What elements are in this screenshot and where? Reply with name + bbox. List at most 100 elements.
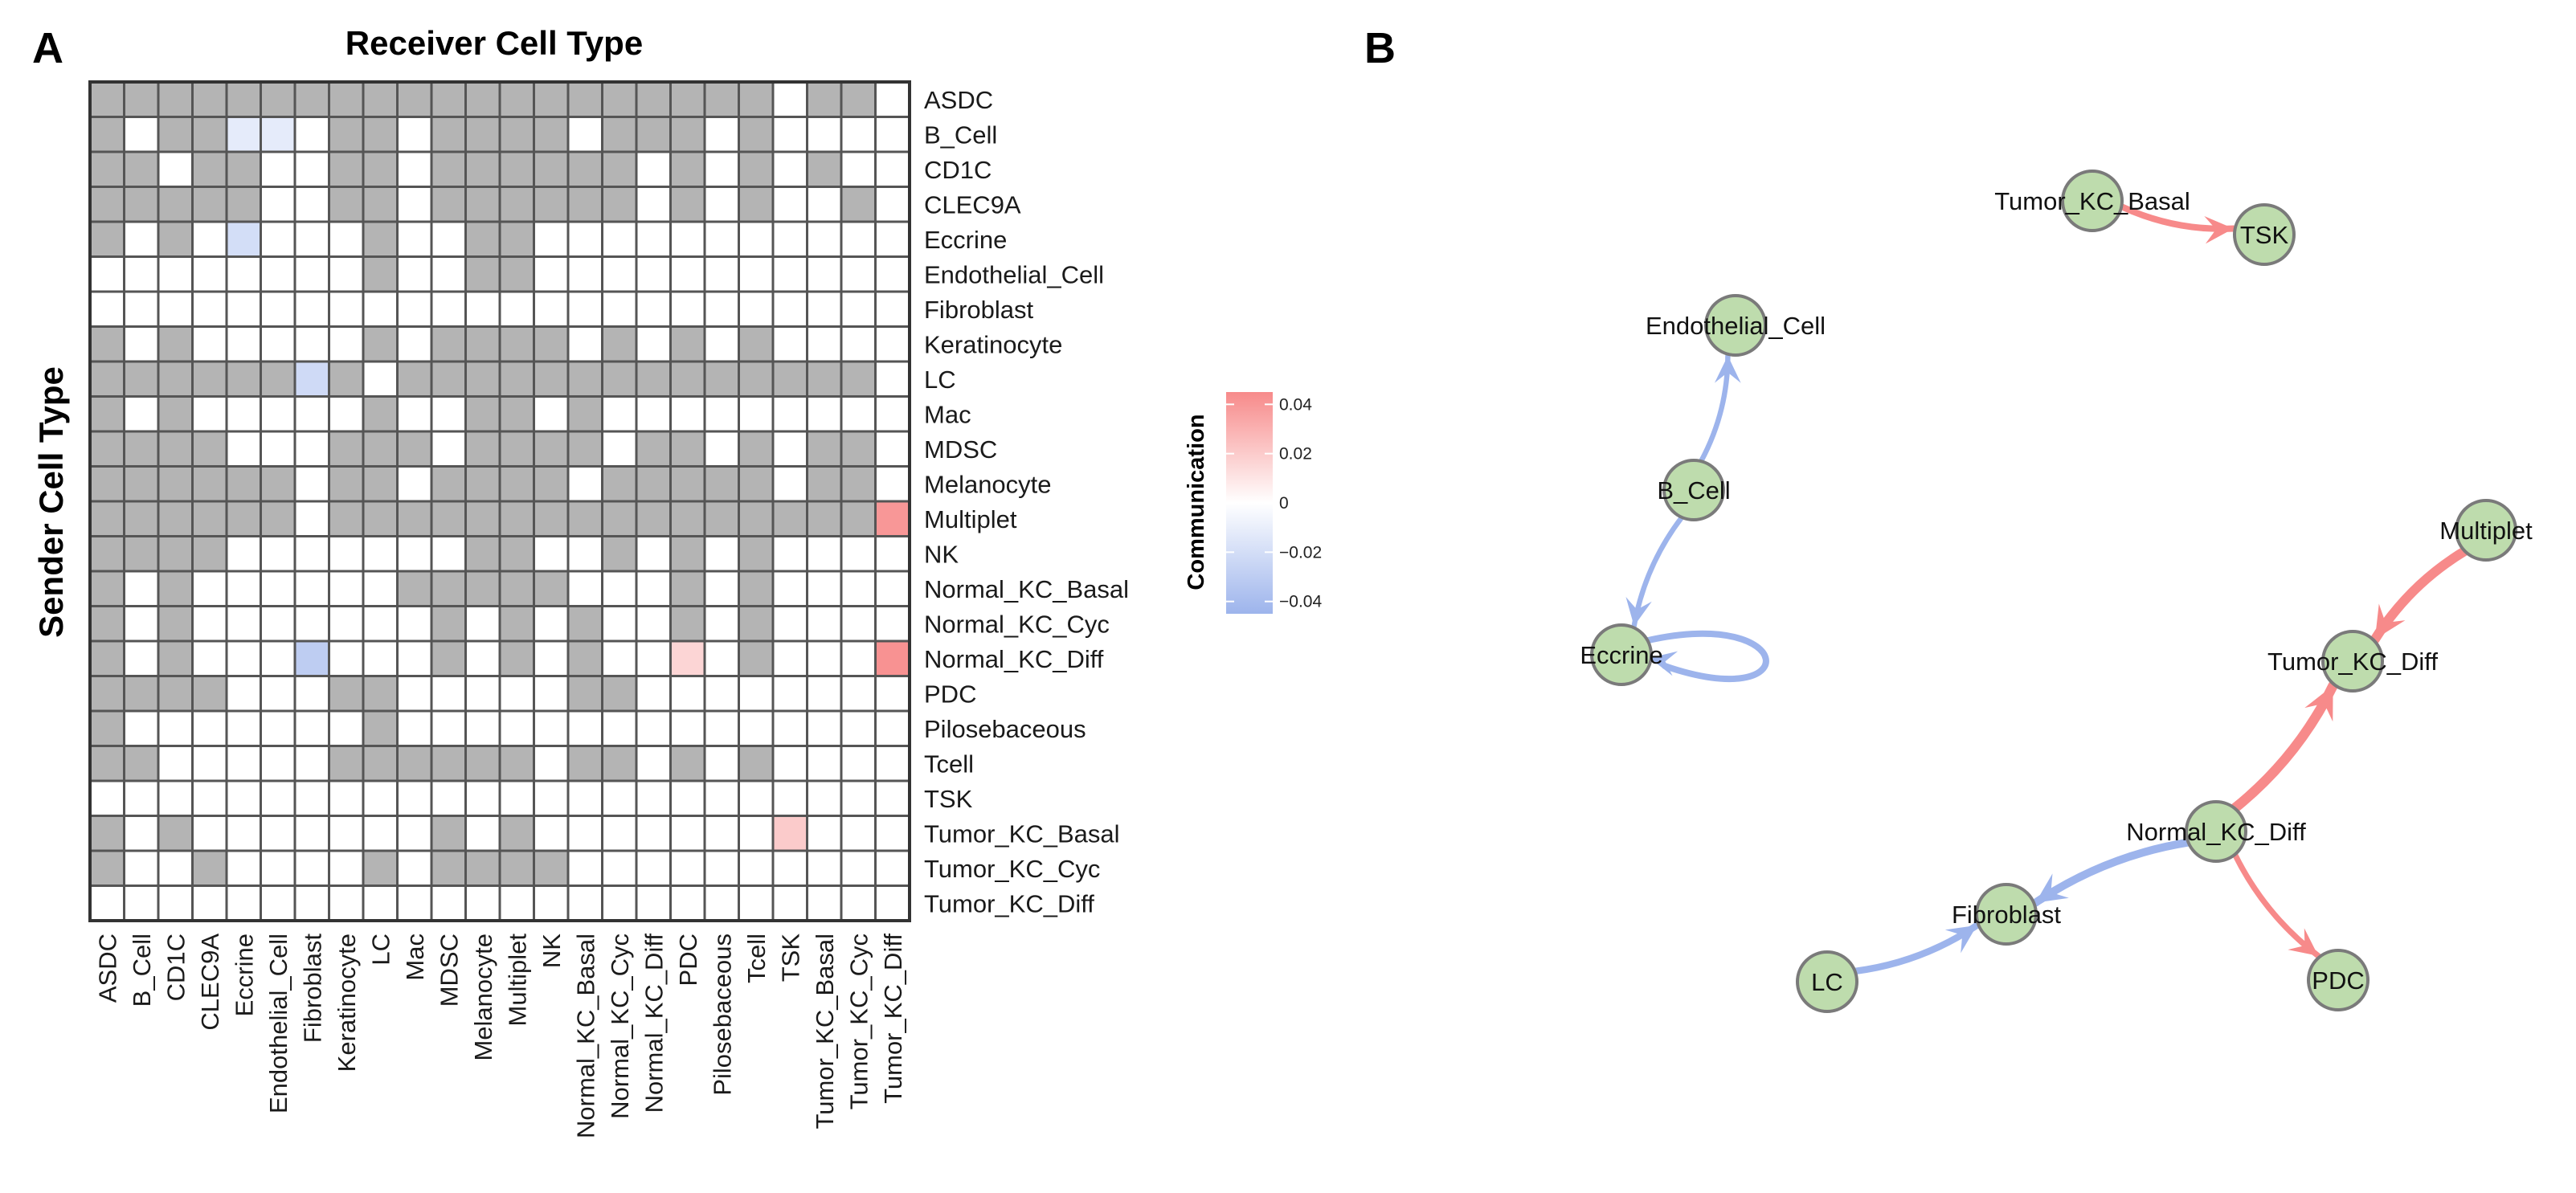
heatmap-cell (191, 675, 228, 713)
heatmap-cell (464, 745, 501, 782)
heatmap-cell (293, 116, 330, 153)
heatmap-cell (635, 815, 672, 852)
heatmap-cell (123, 815, 160, 852)
heatmap-cell (840, 605, 877, 643)
row-label: Mac (924, 400, 971, 428)
heatmap-cell (396, 849, 433, 887)
heatmap-cell (464, 255, 501, 293)
heatmap-cell (123, 570, 160, 607)
heatmap-cell (771, 465, 808, 503)
heatmap-cell (840, 360, 877, 398)
heatmap-cell (806, 745, 843, 782)
heatmap-cell (157, 675, 194, 713)
heatmap-cell (498, 639, 535, 677)
row-label: Tumor_KC_Cyc (924, 855, 1100, 883)
heatmap-cell (840, 885, 877, 922)
heatmap-cell (703, 360, 740, 398)
heatmap-cell (362, 186, 399, 223)
heatmap-cell (88, 885, 125, 922)
column-label: Pilosebaceous (708, 934, 736, 1096)
heatmap-cell (533, 116, 570, 153)
column-label: CLEC9A (196, 934, 224, 1031)
heatmap-cell (533, 639, 570, 677)
heatmap-cell (874, 745, 911, 782)
heatmap-cell (293, 395, 330, 433)
heatmap-cell (430, 325, 467, 363)
heatmap-cell (328, 290, 365, 328)
heatmap-cell (328, 639, 365, 677)
heatmap-cell (396, 325, 433, 363)
heatmap-cell (840, 430, 877, 468)
heatmap-cell (806, 675, 843, 713)
heatmap-cell (362, 535, 399, 573)
heatmap-cell (533, 605, 570, 643)
row-label: PDC (924, 680, 976, 708)
network-node-label: LC (1811, 968, 1843, 996)
heatmap-cell (566, 220, 603, 258)
heatmap-cell (498, 395, 535, 433)
heatmap-cell (874, 779, 911, 817)
row-label: B_Cell (924, 121, 997, 149)
heatmap-cell (771, 709, 808, 747)
heatmap-cell (874, 849, 911, 887)
heatmap-cell (498, 186, 535, 223)
heatmap-cell (566, 395, 603, 433)
heatmap-cell (430, 745, 467, 782)
heatmap-cell (191, 360, 228, 398)
legend-tick-label: 0.02 (1279, 445, 1312, 464)
legend-tick-label: 0 (1279, 494, 1289, 513)
heatmap-cell (669, 116, 706, 153)
heatmap-cell (703, 885, 740, 922)
heatmap-cell (464, 360, 501, 398)
heatmap-cell (566, 465, 603, 503)
network-node (2233, 203, 2296, 266)
heatmap-cell (464, 535, 501, 573)
heatmap-cell (88, 605, 125, 643)
heatmap-cell (328, 220, 365, 258)
heatmap-cell (533, 500, 570, 537)
heatmap-cell (328, 535, 365, 573)
heatmap-cell (260, 849, 296, 887)
heatmap-cell (362, 570, 399, 607)
heatmap-cell (396, 150, 433, 188)
row-label: CD1C (924, 156, 992, 184)
heatmap-cell (840, 150, 877, 188)
heatmap-cell (88, 395, 125, 433)
column-label: Tumor_KC_Cyc (844, 934, 873, 1109)
heatmap-cell (840, 80, 877, 118)
heatmap-cell (874, 639, 911, 677)
heatmap-cell (157, 186, 194, 223)
heatmap-cell (771, 220, 808, 258)
heatmap-cell (293, 465, 330, 503)
heatmap-cell (703, 465, 740, 503)
heatmap-cell (157, 360, 194, 398)
heatmap-cell (806, 360, 843, 398)
heatmap-cell (498, 220, 535, 258)
heatmap-cell (293, 709, 330, 747)
heatmap-cell (123, 745, 160, 782)
heatmap-cell (293, 535, 330, 573)
heatmap-cell (191, 570, 228, 607)
heatmap-cell (566, 360, 603, 398)
heatmap-cell (738, 885, 775, 922)
heatmap-cell (293, 186, 330, 223)
heatmap-cell (738, 325, 775, 363)
column-label: LC (366, 934, 395, 966)
heatmap-cell (157, 745, 194, 782)
heatmap-cell (874, 500, 911, 537)
heatmap-cell (464, 395, 501, 433)
heatmap-cell (430, 150, 467, 188)
network-node-label: Eccrine (1580, 641, 1662, 669)
legend-tick-label: 0.04 (1279, 395, 1312, 414)
heatmap-cell (771, 430, 808, 468)
network-node-label: B_Cell (1657, 476, 1730, 505)
heatmap-cell (88, 849, 125, 887)
heatmap-cell (88, 80, 125, 118)
heatmap-cell (703, 116, 740, 153)
heatmap-cell (635, 325, 672, 363)
heatmap-cell (464, 186, 501, 223)
heatmap-cell (840, 395, 877, 433)
heatmap-cell (328, 116, 365, 153)
network-node (1796, 950, 1858, 1013)
